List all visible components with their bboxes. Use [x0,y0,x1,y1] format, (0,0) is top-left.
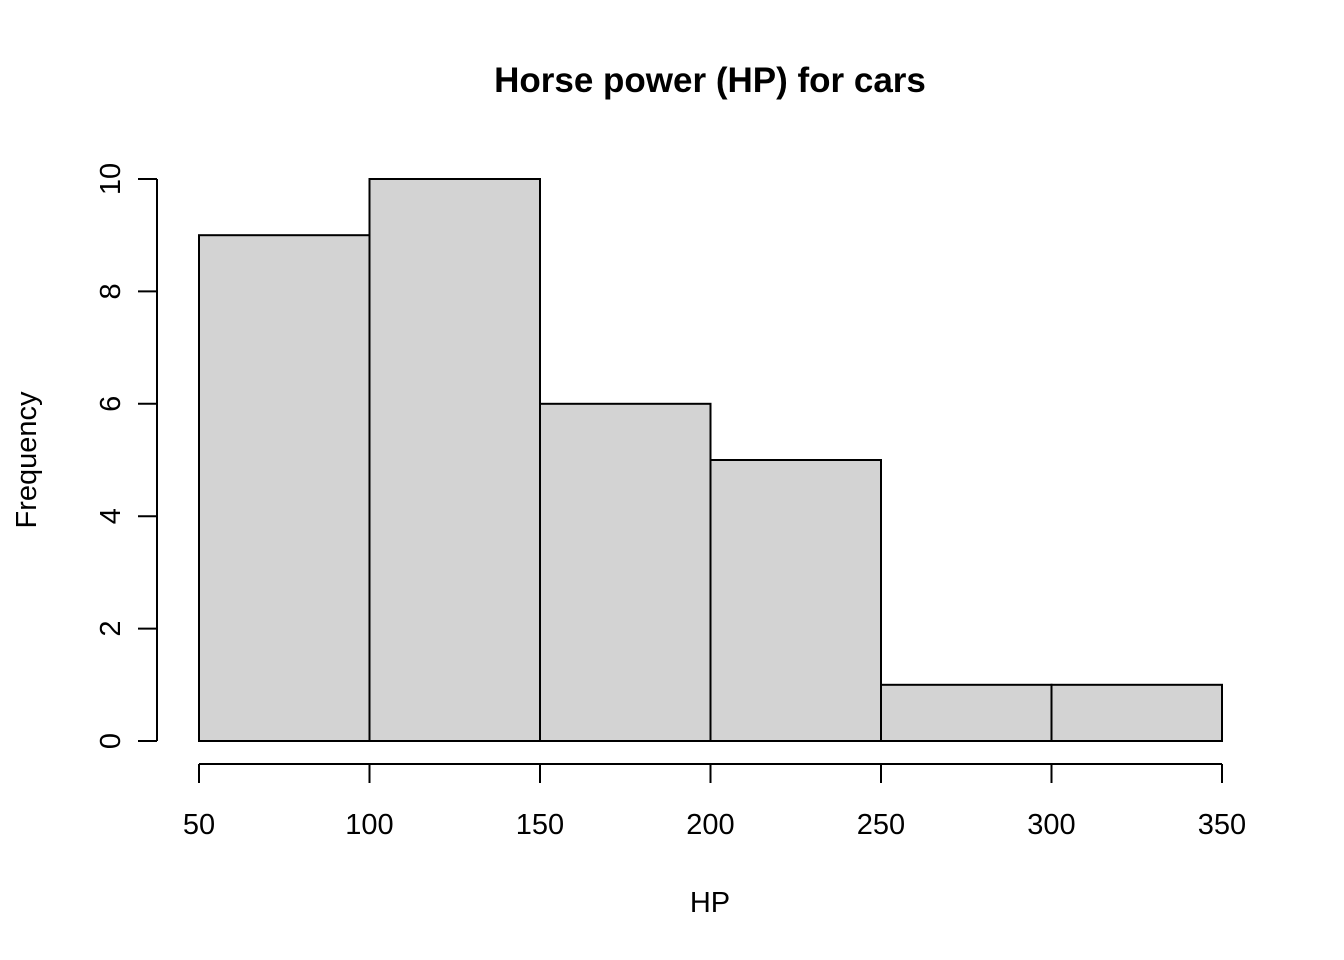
x-tick-label: 350 [1198,809,1246,841]
x-tick-label: 250 [857,809,905,841]
x-tick-label: 150 [516,809,564,841]
y-tick-label: 10 [95,163,127,195]
histogram-bar-2 [539,402,712,742]
histogram-bar-4 [880,683,1053,742]
y-tick-label: 8 [95,283,127,299]
histogram-bar-1 [368,178,541,742]
bars-group [198,178,1223,742]
x-axis: 50 100 150 200 250 300 350 [183,763,1246,841]
y-tick-label: 0 [95,733,127,749]
x-tick-label: 100 [345,809,393,841]
y-tick-label: 4 [95,508,127,524]
y-axis: 0 2 4 6 8 10 [95,163,158,749]
x-tick-label: 300 [1027,809,1075,841]
x-tick-label: 50 [183,809,215,841]
y-tick-label: 6 [95,396,127,412]
y-axis-label: Frequency [11,391,43,529]
histogram-bar-3 [709,459,882,742]
x-axis-label: HP [690,887,730,919]
y-tick-label: 2 [95,621,127,637]
histogram-bar-0 [198,234,371,742]
chart-title: Horse power (HP) for cars [494,61,926,100]
x-tick-label: 200 [686,809,734,841]
histogram-bar-5 [1050,683,1223,742]
